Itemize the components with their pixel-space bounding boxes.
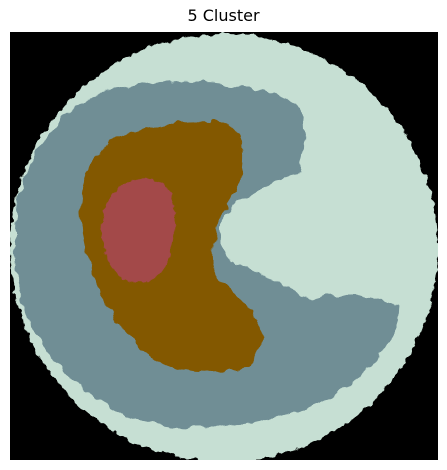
cluster-image xyxy=(10,32,438,460)
figure-title: 5 Cluster xyxy=(187,6,260,25)
cluster-image-svg xyxy=(10,32,438,460)
cluster-red-core xyxy=(101,179,176,283)
